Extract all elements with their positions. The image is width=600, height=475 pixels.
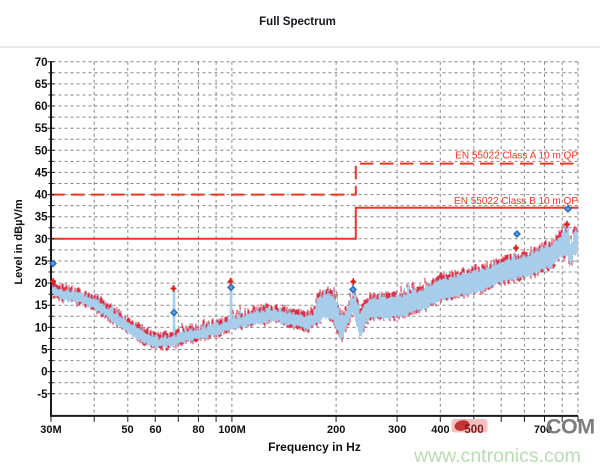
svg-text:200: 200 [327, 424, 345, 436]
svg-text:30: 30 [35, 234, 48, 246]
svg-text:70: 70 [35, 57, 48, 69]
svg-text:65: 65 [35, 79, 48, 91]
svg-text:80: 80 [192, 424, 204, 436]
svg-text:100M: 100M [218, 424, 246, 436]
svg-text:COM: COM [546, 415, 595, 439]
svg-text:300: 300 [388, 424, 406, 436]
svg-text:40: 40 [35, 190, 48, 202]
svg-text:EN 55022 Class A 10 m QP: EN 55022 Class A 10 m QP [455, 151, 578, 162]
svg-text:50: 50 [35, 145, 48, 157]
svg-text:60: 60 [35, 101, 48, 113]
svg-text:45: 45 [35, 167, 48, 179]
svg-text:Frequency in Hz: Frequency in Hz [268, 440, 361, 454]
svg-text:0: 0 [41, 367, 47, 379]
svg-text:25: 25 [35, 256, 48, 268]
svg-text:10: 10 [35, 322, 48, 334]
svg-text:Full Spectrum: Full Spectrum [259, 16, 336, 28]
svg-text:Level in dBµV/m: Level in dBµV/m [13, 199, 25, 284]
svg-text:500: 500 [464, 424, 483, 436]
svg-text:15: 15 [35, 300, 48, 312]
svg-text:700: 700 [534, 424, 552, 436]
svg-text:50: 50 [121, 424, 133, 436]
svg-text:-5: -5 [37, 389, 48, 401]
svg-text:60: 60 [149, 424, 161, 436]
svg-text:EN 55022 Class B 10 m QP: EN 55022 Class B 10 m QP [454, 196, 578, 207]
svg-text:400: 400 [431, 424, 449, 436]
svg-text:35: 35 [35, 212, 48, 224]
svg-text:5: 5 [41, 345, 48, 357]
svg-text:30M: 30M [40, 424, 61, 436]
svg-text:www.cntronics.com: www.cntronics.com [413, 445, 581, 467]
svg-text:55: 55 [35, 123, 48, 135]
svg-text:20: 20 [35, 278, 48, 290]
